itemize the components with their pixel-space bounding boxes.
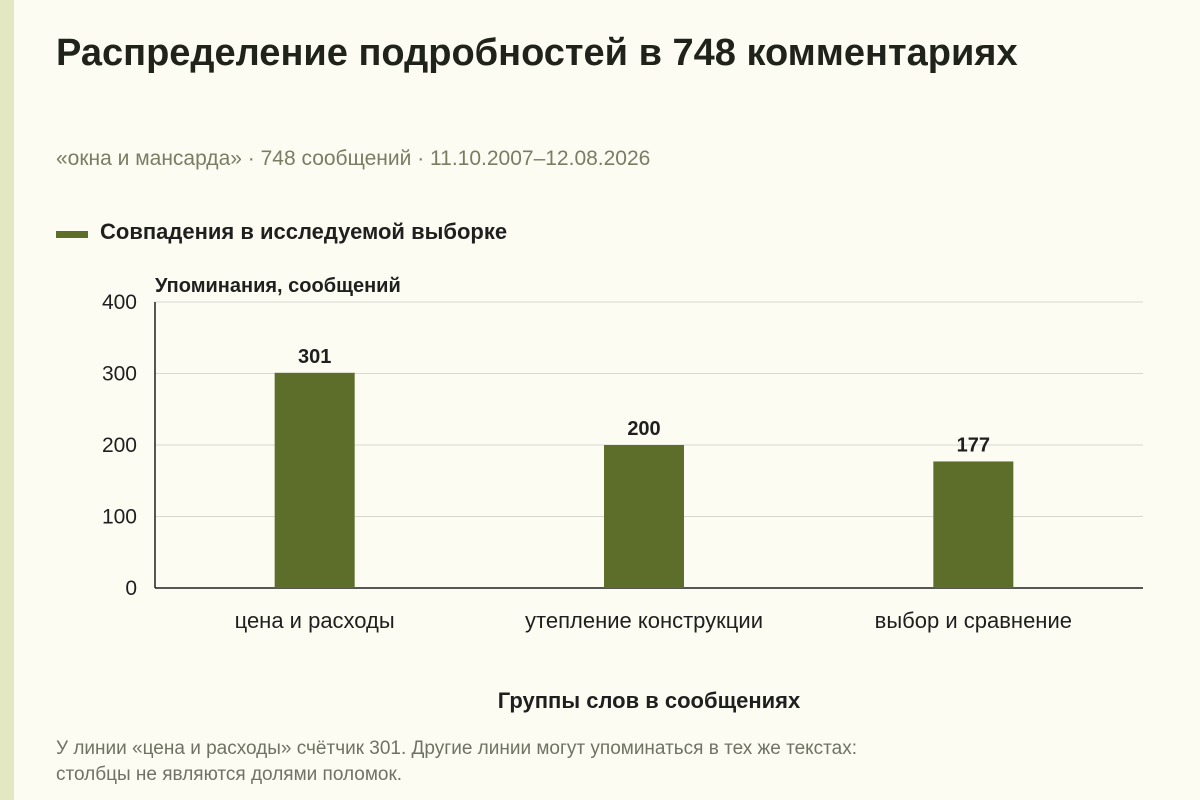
bar-value-label: 177 bbox=[957, 434, 990, 456]
y-axis-title: Упоминания, сообщений bbox=[155, 275, 401, 297]
x-tick-label: утепление конструкции bbox=[525, 608, 763, 633]
bar-chart: 0 100 200 300 400 Упоминания, сообщений 301 цен… bbox=[102, 275, 1143, 713]
y-tick-label: 400 bbox=[102, 291, 137, 314]
bar-value-label: 200 bbox=[627, 418, 660, 440]
accent-stripe bbox=[0, 0, 14, 800]
x-tick-label: выбор и сравнение bbox=[875, 608, 1072, 633]
y-tick-label: 300 bbox=[102, 363, 137, 386]
y-tick-label: 0 bbox=[125, 577, 137, 600]
chart-title: Распределение подробностей в 748 коммент… bbox=[56, 32, 1018, 74]
y-tick-label: 200 bbox=[102, 434, 137, 457]
legend-swatch bbox=[56, 230, 88, 238]
x-tick-label: цена и расходы bbox=[235, 608, 395, 633]
legend-label: Совпадения в исследуемой выборке bbox=[100, 219, 508, 244]
bar bbox=[933, 461, 1014, 588]
bar-value-label: 301 bbox=[298, 346, 331, 368]
y-tick-label: 100 bbox=[102, 506, 137, 529]
bar bbox=[274, 372, 355, 588]
chart-subtitle: «окна и мансарда» · 748 сообщений · 11.1… bbox=[56, 147, 651, 170]
footnote: У линии «цена и расходы» счётчик 301. Др… bbox=[56, 736, 1156, 788]
x-axis-title: Группы слов в сообщениях bbox=[498, 688, 801, 713]
legend: Совпадения в исследуемой выборке bbox=[56, 219, 507, 245]
footnote-line-2: столбцы не являются долями поломок. bbox=[56, 764, 403, 785]
footnote-line-1: У линии «цена и расходы» счётчик 301. Др… bbox=[56, 738, 858, 759]
bar bbox=[604, 445, 684, 588]
